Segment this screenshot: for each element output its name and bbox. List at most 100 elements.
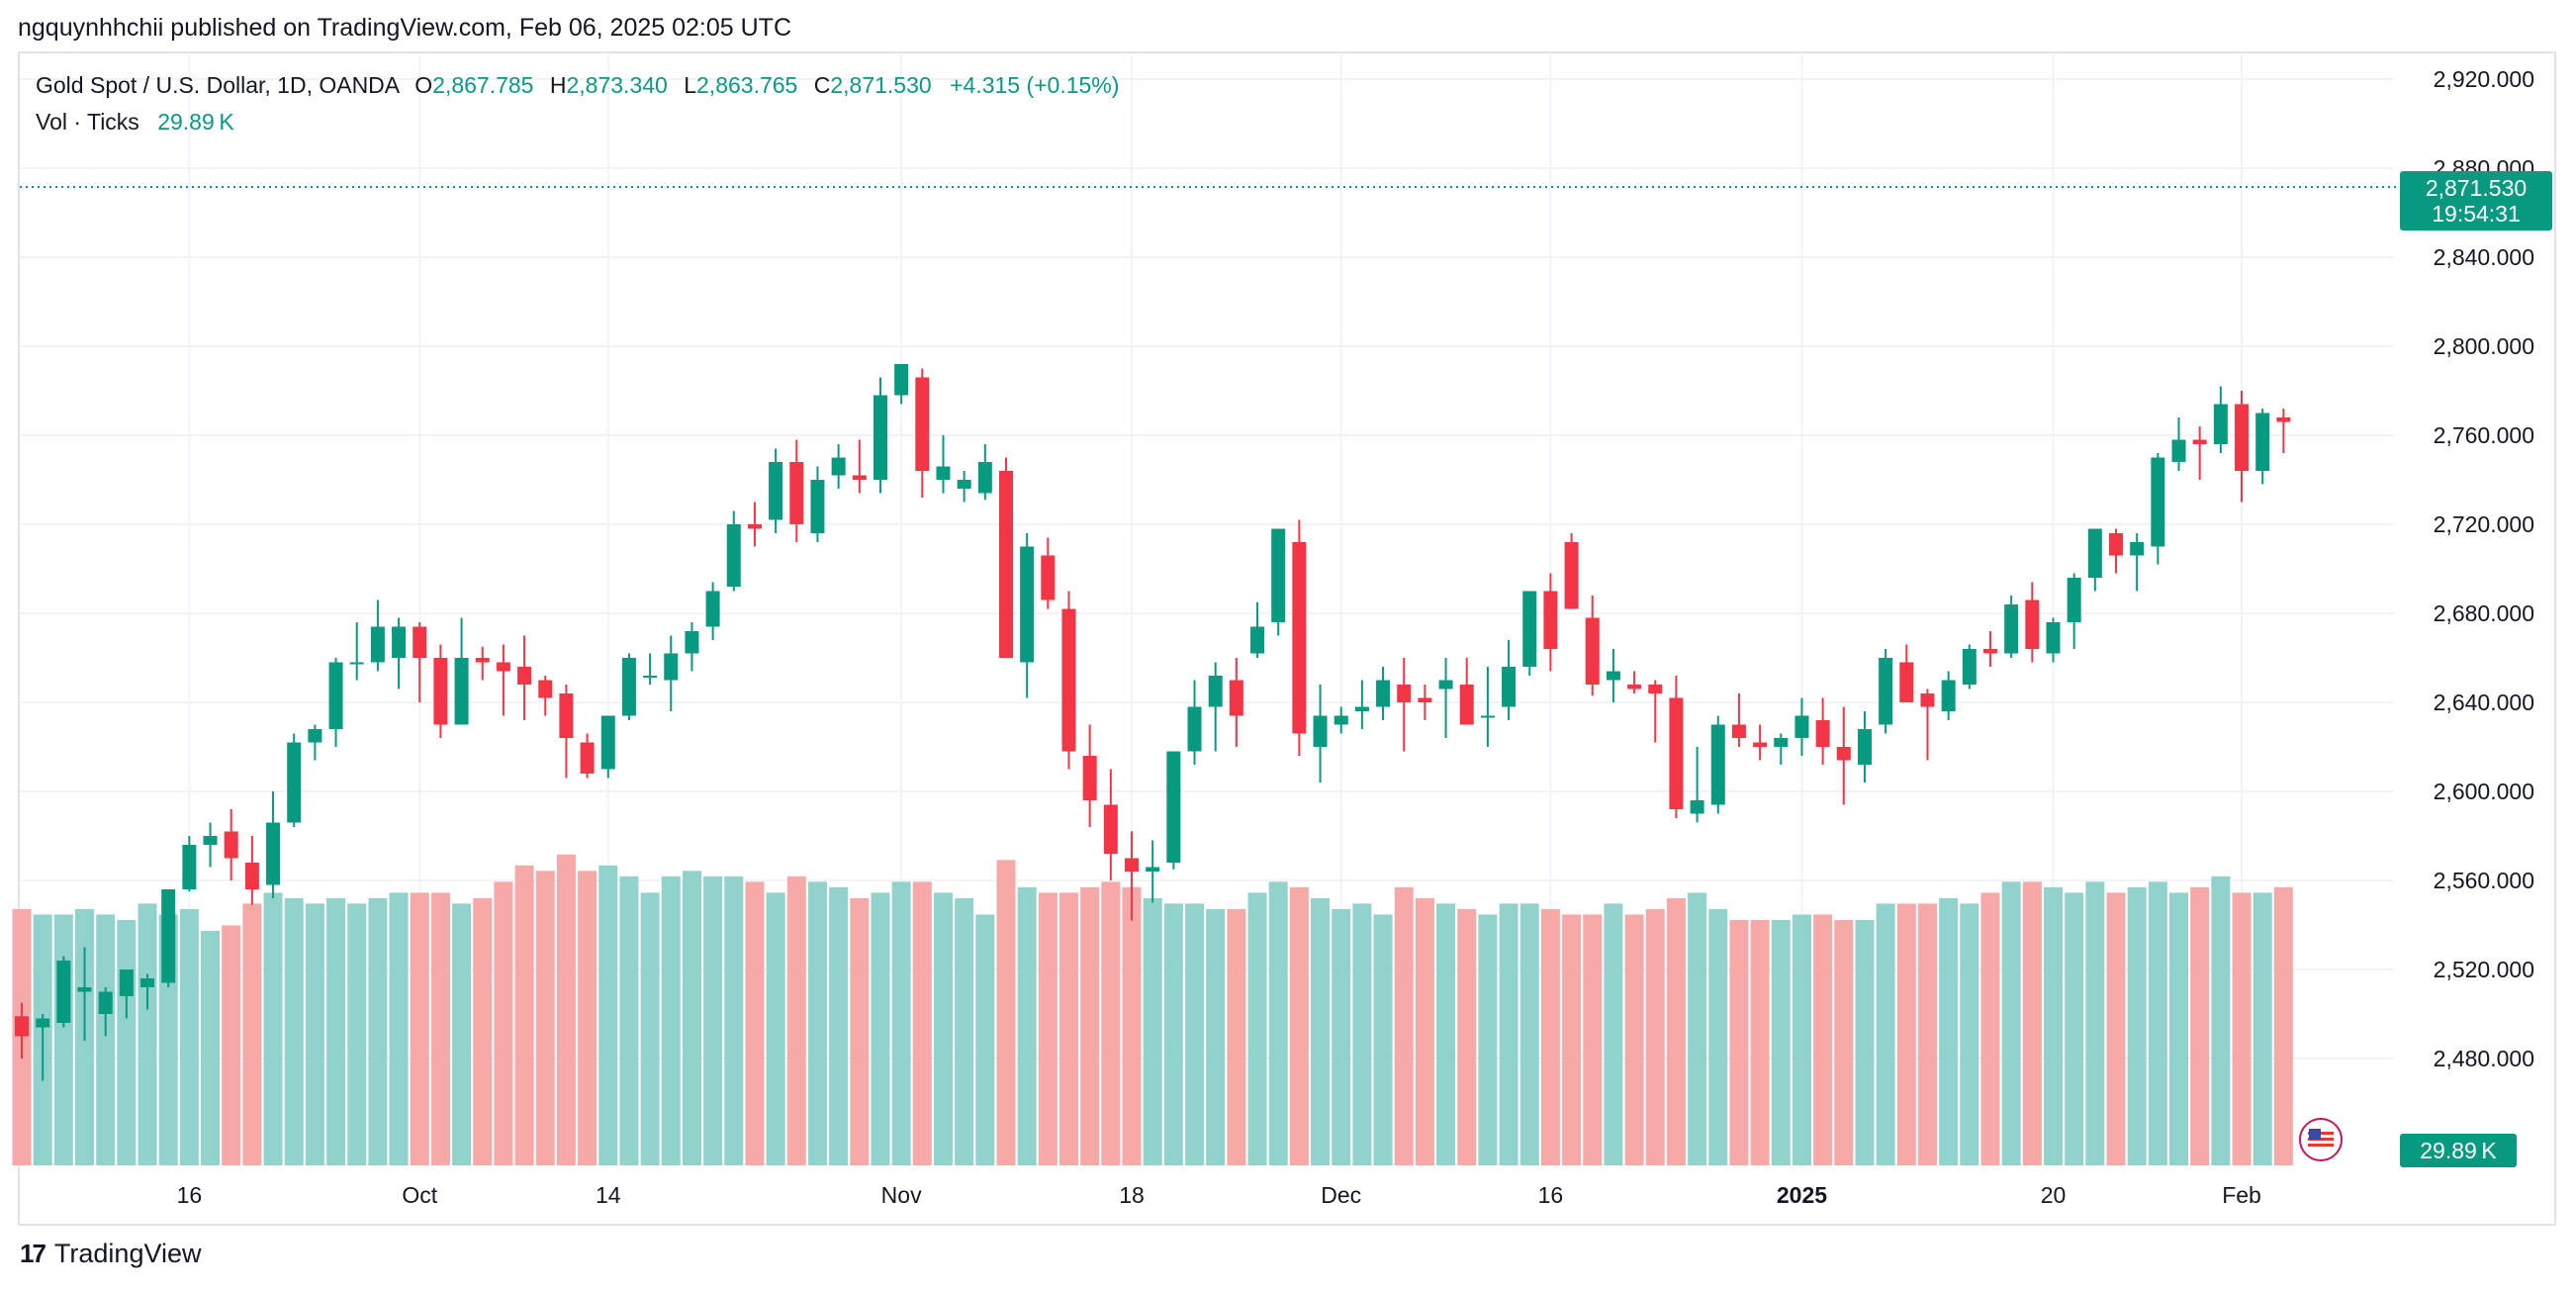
volume-bar xyxy=(201,930,221,1165)
price-tick-label: 2,480.000 xyxy=(2434,1046,2534,1071)
candle-body xyxy=(1418,697,1432,702)
candle-body xyxy=(1774,738,1789,747)
volume-bar xyxy=(1206,908,1226,1165)
price-tick-label: 2,840.000 xyxy=(2434,244,2534,270)
volume-bar xyxy=(473,897,493,1165)
candle-body xyxy=(559,693,574,738)
volume-bar xyxy=(2065,892,2084,1165)
candle-body xyxy=(1187,706,1202,752)
volume-bar xyxy=(242,903,262,1165)
candle-body xyxy=(998,471,1013,658)
candle-body xyxy=(2235,404,2250,471)
candle-body xyxy=(1125,858,1140,872)
volume-bar xyxy=(2043,886,2063,1165)
candle-body xyxy=(2046,622,2061,654)
candle-body xyxy=(224,831,238,859)
candle-body xyxy=(15,1016,29,1037)
candle-body xyxy=(1020,546,1035,663)
candle-body xyxy=(915,377,930,471)
candle-body xyxy=(2087,528,2102,578)
candle-body xyxy=(1459,685,1474,725)
volume-bar xyxy=(1289,886,1309,1165)
candle-body xyxy=(747,524,762,529)
volume-bar xyxy=(284,897,304,1165)
volume-bar xyxy=(955,897,974,1165)
candle-body xyxy=(2025,599,2040,649)
legend-open-label: O xyxy=(414,72,433,98)
volume-bar xyxy=(766,892,785,1165)
candle-body xyxy=(140,978,155,987)
volume-bar xyxy=(1750,919,1770,1165)
volume-bar xyxy=(912,881,932,1165)
candle-body xyxy=(1690,800,1704,814)
price-tick-label: 2,520.000 xyxy=(2434,957,2534,982)
candle-body xyxy=(308,729,322,743)
legend-symbol[interactable]: Gold Spot / U.S. Dollar, 1D, OANDA xyxy=(36,72,399,98)
bar-countdown: 19:54:31 xyxy=(2432,201,2521,227)
candle-body xyxy=(1103,804,1118,854)
last-price-tag: 2,871.530 19:54:31 xyxy=(2400,171,2552,230)
volume-bars xyxy=(12,854,2293,1165)
volume-bar xyxy=(1478,914,1498,1165)
volume-bar xyxy=(786,875,806,1165)
candle-body xyxy=(1753,742,1768,747)
candle-body xyxy=(1061,608,1076,752)
volume-bar xyxy=(96,914,116,1165)
candle-body xyxy=(1334,715,1348,725)
legend-volume-label[interactable]: Vol · Ticks xyxy=(36,109,139,135)
volume-bar xyxy=(1017,886,1037,1165)
candle-body xyxy=(1627,685,1642,690)
legend-open-value: 2,867.785 xyxy=(432,72,534,98)
volume-bar xyxy=(598,865,618,1165)
candle-body xyxy=(1941,680,1956,711)
volume-bar xyxy=(1163,903,1183,1165)
candle-body xyxy=(392,626,407,658)
candle-body xyxy=(1229,680,1243,716)
candle-body xyxy=(831,457,846,476)
legend-volume-value: 29.89 K xyxy=(157,109,234,135)
candle-body xyxy=(538,680,553,698)
candle-body xyxy=(475,658,490,663)
candle-body xyxy=(1313,715,1328,747)
last-price-value: 2,871.530 xyxy=(2425,175,2528,201)
volume-bar xyxy=(179,908,199,1165)
candle-body xyxy=(203,836,218,845)
volume-bar xyxy=(1917,903,1937,1165)
volume-bar xyxy=(933,892,953,1165)
candle-body xyxy=(1710,724,1725,805)
volume-bar xyxy=(1080,886,1100,1165)
volume-bar xyxy=(2022,881,2042,1165)
tradingview-logo[interactable]: 17 TradingView xyxy=(20,1239,202,1269)
flag-icon[interactable] xyxy=(2299,1118,2343,1161)
volume-bar xyxy=(829,886,849,1165)
candle-body xyxy=(643,676,658,678)
volume-bar xyxy=(1394,886,1414,1165)
volume-bar xyxy=(1457,908,1477,1165)
price-axis: 2,920.0002,880.0002,840.0002,800.0002,76… xyxy=(2434,66,2534,1071)
candle-body xyxy=(685,631,699,654)
volume-bar xyxy=(2085,881,2105,1165)
candle-body xyxy=(2255,413,2270,471)
candle-body xyxy=(705,591,720,627)
candle-body xyxy=(1146,867,1160,872)
volume-bar xyxy=(1352,903,1372,1165)
candle-body xyxy=(77,987,92,992)
volume-bar xyxy=(1311,897,1331,1165)
volume-bar xyxy=(2106,892,2126,1165)
volume-bar xyxy=(703,875,723,1165)
candle-body xyxy=(119,969,134,996)
legend-low-label: L xyxy=(684,72,697,98)
volume-bar xyxy=(2211,875,2231,1165)
candle-body xyxy=(936,466,951,480)
candle-body xyxy=(1564,542,1579,609)
time-tick-label: 14 xyxy=(596,1182,621,1208)
volume-bar xyxy=(871,892,890,1165)
volume-bar xyxy=(53,914,73,1165)
volume-bar xyxy=(1519,903,1539,1165)
volume-bar xyxy=(1771,919,1791,1165)
time-tick-label: 16 xyxy=(1538,1182,1564,1208)
volume-bar xyxy=(117,919,137,1165)
price-tick-label: 2,920.000 xyxy=(2434,66,2534,92)
candle-body xyxy=(2171,439,2186,462)
